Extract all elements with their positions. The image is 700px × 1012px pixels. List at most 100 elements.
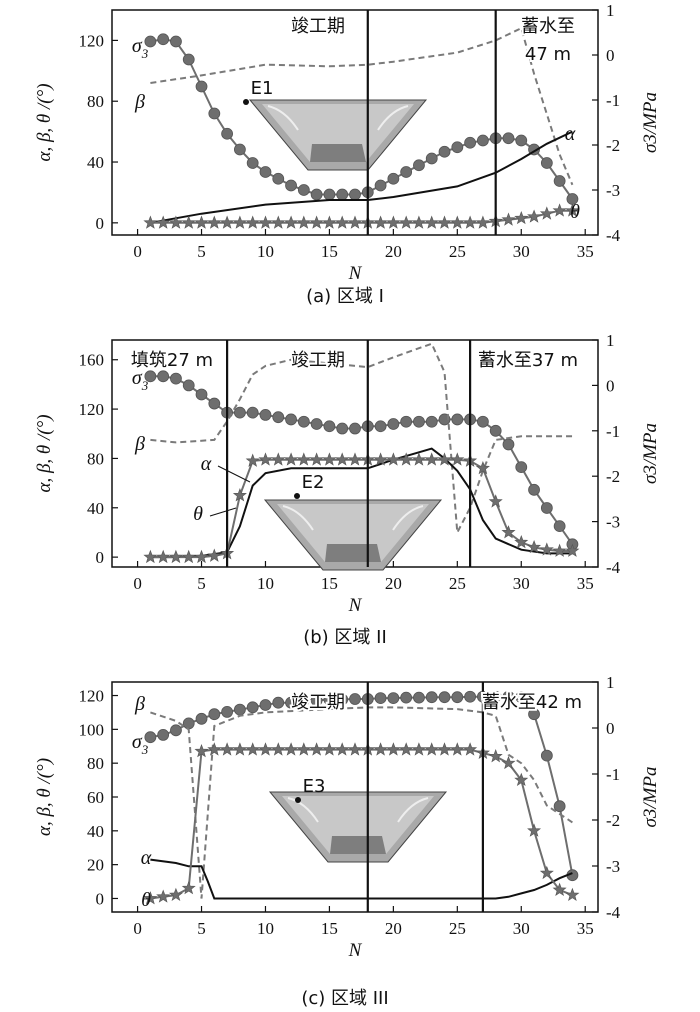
y-left-axis-title: α, β, θ /(°) [34,414,55,492]
stage-annotation: 蓄水至42 m [482,692,582,713]
data-point [501,525,516,539]
y-right-tick-label: 0 [606,46,615,65]
data-point [514,534,529,549]
series-line [150,695,574,876]
data-point [424,742,439,756]
data-point [502,438,515,451]
y-left-tick-label: 40 [87,822,104,841]
x-tick-label: 15 [321,574,338,593]
data-point [181,215,196,229]
data-point [347,215,363,229]
data-point [374,179,387,192]
x-tick-label: 0 [133,574,142,593]
data-point [515,691,528,704]
data-point [336,422,349,435]
data-point [387,692,400,704]
data-point [488,749,503,763]
data-point [374,420,387,433]
x-axis-title: N [348,595,363,616]
data-point [450,215,465,229]
dam-inset: E1 [243,78,428,171]
y-left-tick-label: 80 [87,92,104,111]
series-label-alpha: α [565,123,576,145]
data-point [540,749,553,762]
series-label-subscript: 3 [141,46,149,61]
stage-annotation: 蓄水至 [521,16,575,37]
series-3 [143,742,580,905]
data-point [232,215,247,229]
x-tick-label: 10 [257,242,274,261]
series-line [150,26,574,186]
data-point [400,166,413,178]
series-3 [143,203,580,229]
dam-core [310,144,366,162]
x-tick-label: 5 [197,242,206,261]
data-point [553,800,566,813]
data-point [195,388,208,401]
series-label-beta: β [134,433,145,455]
y-right-tick-label: -1 [606,422,620,441]
data-point [451,691,464,704]
inset-label: E1 [251,78,274,99]
data-point [386,215,401,229]
data-point [285,696,297,709]
data-point [195,712,208,725]
data-point [552,882,567,897]
panel-caption: (b) 区域 II [303,627,387,648]
data-point [502,690,515,703]
data-point [208,107,221,120]
x-tick-label: 0 [133,919,142,938]
dam-body [277,504,429,562]
stage-annotation: 蓄水至37 m [478,350,578,371]
series-label-alpha: α [201,453,212,475]
monitor-point [295,797,301,803]
dam-inset: E3 [268,776,448,863]
y-left-tick-label: 0 [96,548,105,567]
x-tick-label: 25 [449,574,466,593]
data-point [425,691,438,704]
series-line [150,375,574,545]
data-point [475,460,490,475]
data-point [207,742,222,756]
data-point [143,215,158,229]
monitor-point [294,493,300,499]
series-line [150,130,573,224]
data-point [527,209,542,223]
series-line [150,858,573,900]
data-point [285,179,297,192]
y-left-tick-label: 40 [87,153,104,172]
data-point [157,33,170,46]
data-point [309,452,324,466]
data-point [310,694,323,707]
data-point [502,132,515,145]
data-point [515,461,528,474]
y-right-axis-title: σ3/MPa [640,92,661,153]
series-2 [150,130,573,224]
y-right-tick-label: -4 [606,226,621,245]
y-right-tick-label: -2 [606,467,620,486]
series-1 [150,26,574,186]
data-point [424,215,439,229]
data-point [336,188,349,201]
y-right-tick-label: -2 [606,811,620,830]
data-point [451,141,464,154]
data-point [374,692,387,704]
x-tick-label: 5 [197,574,206,593]
data-point [310,418,323,430]
stage-annotation: 47 m [525,44,571,65]
data-point [411,742,426,756]
data-point [347,452,363,466]
inset-label: E2 [302,472,325,493]
data-point [194,743,209,758]
alpha-leader [217,465,251,483]
data-point [181,549,196,564]
data-point [425,152,438,165]
data-point [565,203,580,217]
series-line [150,748,573,900]
y-right-tick-label: -1 [606,765,620,784]
y-left-axis-title: α, β, θ /(°) [34,758,55,836]
data-point [232,742,247,756]
series-3 [143,452,580,564]
series-label-theta: θ [193,503,203,525]
